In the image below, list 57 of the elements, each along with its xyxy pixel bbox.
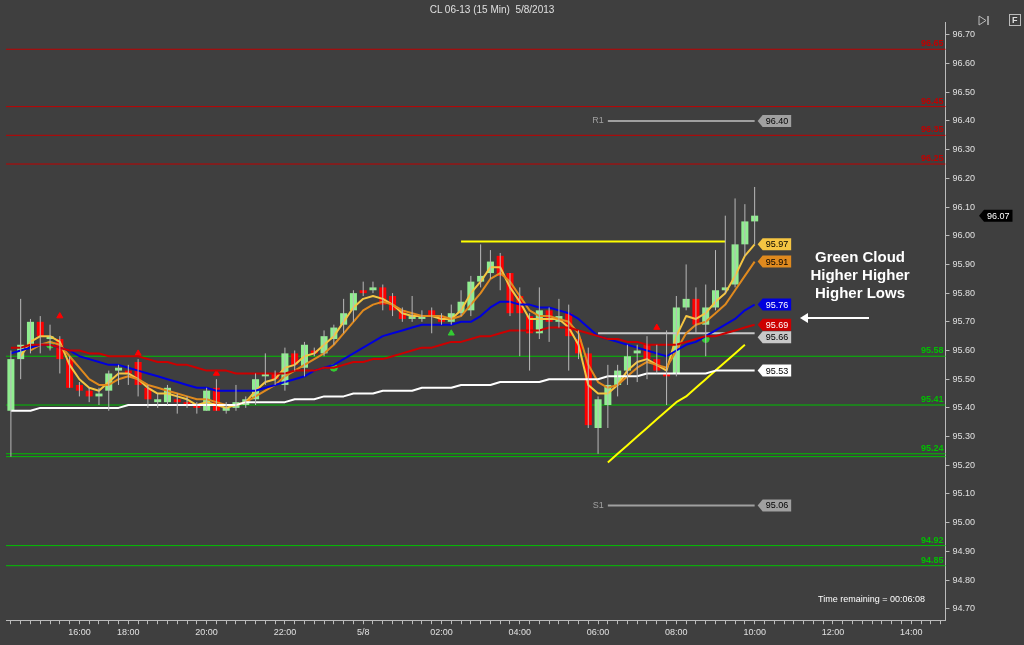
annotation: Green Cloud Higher Higher Higher Lows (809, 248, 911, 302)
annotation: Time remaining = 00:06:08 (817, 594, 925, 604)
y-tick-label: 95.80 (952, 287, 976, 298)
y-tick-label: 96.30 (952, 144, 976, 155)
x-tick-label: 12:00 (821, 627, 845, 638)
y-tick-label: 96.10 (952, 201, 976, 212)
chart-title: CL 06-13 (15 Min) 5/8/2013 (429, 3, 555, 15)
data-label: 95.97 (765, 239, 789, 250)
y-tick-label: 95.70 (952, 316, 976, 327)
y-tick-label: 96.00 (952, 230, 976, 241)
x-tick-label: 16:00 (68, 627, 91, 638)
x-tick-label: 02:00 (430, 627, 453, 638)
y-tick-label: 96.40 (952, 115, 976, 126)
data-label: 95.53 (765, 365, 789, 376)
ref-line-label: 96.35 (920, 124, 944, 135)
data-label: 95.69 (765, 319, 789, 330)
y-tick-label: 95.20 (952, 459, 976, 470)
x-tick-label: 22:00 (273, 627, 297, 638)
x-tick-label: 04:00 (508, 627, 532, 638)
data-label: 95.91 (765, 256, 789, 267)
y-tick-label: 95.10 (952, 488, 976, 499)
data-label: 95.76 (765, 299, 789, 310)
ref-line-label: 94.85 (920, 554, 944, 565)
y-tick-label: 95.90 (952, 258, 976, 269)
text: F (1009, 14, 1021, 26)
y-tick-label: 95.50 (952, 373, 976, 384)
y-tick-label: 96.70 (952, 29, 976, 40)
data-label: 96.40 (765, 115, 789, 126)
x-tick-label: 10:00 (743, 627, 766, 638)
y-tick-label: 95.00 (952, 517, 976, 528)
ref-line-label: 96.45 (920, 95, 944, 106)
data-label: 95.06 (765, 500, 789, 511)
ref-line-label: 96.65 (920, 38, 944, 49)
x-tick-label: 08:00 (665, 627, 688, 638)
series-label: S1 (592, 499, 604, 510)
y-tick-label: 95.30 (952, 431, 976, 442)
x-tick-label: 5/8 (356, 627, 370, 638)
data-label: 95.66 (765, 332, 789, 343)
y-tick-label: 95.60 (952, 344, 976, 355)
ref-line-label: 96.25 (920, 153, 944, 163)
y-tick-label: 94.90 (952, 545, 976, 556)
y-tick-label: 95.40 (952, 402, 976, 413)
x-tick-label: 18:00 (117, 627, 140, 638)
ref-line-label: 95.58 (920, 345, 944, 356)
series-label: R1 (592, 115, 604, 126)
ref-line-label: 95.24 (920, 442, 944, 453)
y-tick-label: 96.50 (952, 86, 976, 97)
x-tick-label: 14:00 (899, 627, 923, 638)
text: 96.07 (987, 210, 1010, 221)
x-tick-label: 06:00 (586, 627, 610, 638)
y-tick-label: 94.70 (952, 603, 976, 614)
y-tick-label: 96.20 (952, 172, 976, 183)
ref-line-label: 95.41 (920, 394, 944, 404)
x-tick-label: 20:00 (195, 627, 218, 638)
y-tick-label: 96.60 (952, 58, 976, 69)
y-tick-label: 94.80 (952, 574, 976, 585)
ref-line-label: 94.92 (920, 534, 944, 545)
